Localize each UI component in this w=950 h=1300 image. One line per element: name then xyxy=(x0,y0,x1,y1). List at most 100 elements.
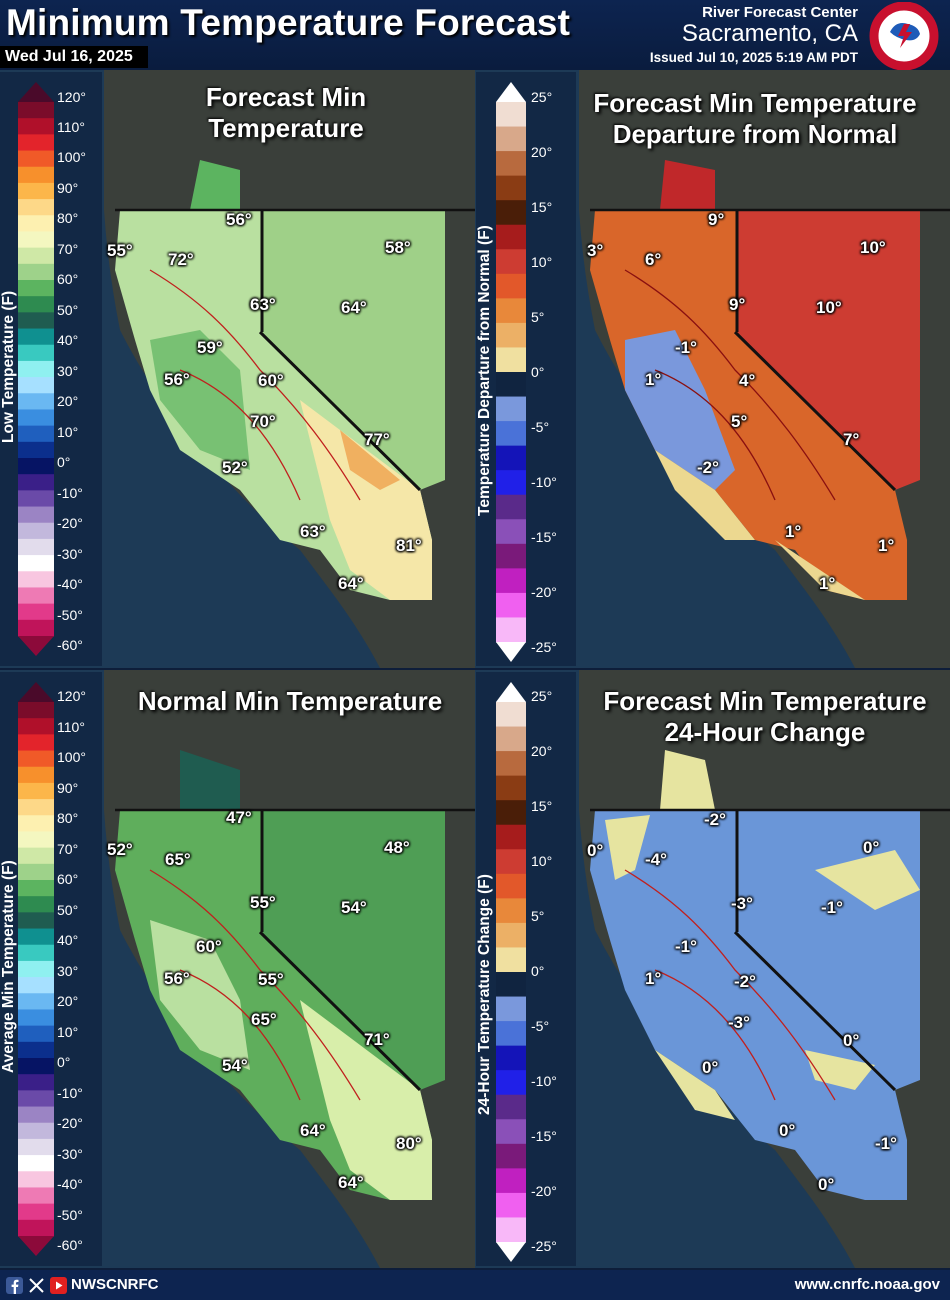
facebook-icon[interactable] xyxy=(6,1277,23,1294)
colorbar-band xyxy=(18,102,54,119)
panel-change-title: Forecast Min Temperature 24-Hour Change xyxy=(585,686,945,748)
legend-tick: -5° xyxy=(531,1018,550,1034)
legend-tick: 25° xyxy=(531,688,553,704)
colorbar-band xyxy=(496,175,526,201)
map-label: -2° xyxy=(734,972,756,991)
colorbar-band xyxy=(18,166,54,184)
colorbar-band xyxy=(496,543,526,569)
colorbar-band xyxy=(496,470,526,496)
colorbar-band xyxy=(18,312,54,330)
colorbar-band xyxy=(18,555,54,572)
youtube-icon[interactable] xyxy=(50,1277,67,1294)
map-label: 64° xyxy=(341,298,367,317)
colorbar-band xyxy=(18,118,54,135)
colorbar-band xyxy=(496,494,526,520)
map-label: 81° xyxy=(396,536,422,555)
colorbar-band xyxy=(18,944,54,962)
map-label: 56° xyxy=(226,210,252,229)
map-label: 1° xyxy=(878,536,895,555)
map-label: 65° xyxy=(165,850,191,869)
map-label: 55° xyxy=(107,241,133,260)
colorbar-band xyxy=(496,775,526,801)
page-title: Minimum Temperature Forecast xyxy=(6,2,571,43)
map-label: 80° xyxy=(396,1134,422,1153)
map-label: 0° xyxy=(843,1031,860,1050)
colorbar-band xyxy=(18,799,54,816)
panel-normal-title: Normal Min Temperature xyxy=(120,686,460,717)
legend-tick: 120° xyxy=(57,89,86,105)
colorbar-band xyxy=(18,603,54,621)
panel-departure-title: Forecast Min Temperature Departure from … xyxy=(575,88,935,150)
colorbar-band xyxy=(18,458,54,475)
colorbar-band xyxy=(496,1143,526,1169)
colorbar-band xyxy=(18,1025,54,1043)
legend-tick: 60° xyxy=(57,871,79,887)
colorbar-band xyxy=(18,993,54,1011)
map-label: 0° xyxy=(779,1121,796,1140)
legend-low-temp-colorbar xyxy=(18,82,54,656)
legend-tick: 0° xyxy=(531,364,545,380)
legend-tick: 20° xyxy=(57,393,79,409)
colorbar-band xyxy=(18,377,54,394)
legend-avg-temp-colorbar xyxy=(18,682,54,1256)
map-label: 4° xyxy=(739,371,756,390)
map-label: -3° xyxy=(731,894,753,913)
colorbar-band xyxy=(496,519,526,545)
colorbar-band xyxy=(18,490,54,508)
colorbar-band xyxy=(18,619,54,637)
legend-tick: 5° xyxy=(531,908,545,924)
legend-tick: 40° xyxy=(57,932,79,948)
colorbar-band xyxy=(496,617,526,643)
colorbar-band xyxy=(496,200,526,226)
colorbar-cap-top xyxy=(18,82,54,102)
panel-normal-title-line1: Normal Min Temperature xyxy=(137,686,443,716)
legend-tick: -20° xyxy=(57,1115,83,1131)
colorbar-band xyxy=(18,782,54,800)
colorbar-band xyxy=(18,441,54,459)
legend-tick: 15° xyxy=(531,199,553,215)
legend-tick: 10° xyxy=(531,254,553,270)
colorbar-band xyxy=(496,873,526,899)
colorbar-band xyxy=(496,726,526,752)
colorbar-band xyxy=(496,1070,526,1096)
legend-tick: 0° xyxy=(531,963,545,979)
map-label: 3° xyxy=(587,241,604,260)
colorbar-band xyxy=(18,702,54,719)
social-handle[interactable]: NWSCNRFC xyxy=(71,1276,159,1293)
legend-tick: 100° xyxy=(57,149,86,165)
map-label: 52° xyxy=(107,840,133,859)
colorbar-band xyxy=(496,102,526,128)
legend-tick: -20° xyxy=(57,515,83,531)
legend-tick: 110° xyxy=(57,119,85,135)
colorbar-band xyxy=(18,538,54,556)
map-label: 72° xyxy=(168,250,194,269)
colorbar-band xyxy=(18,847,54,865)
colorbar-band xyxy=(18,831,54,849)
colorbar-band xyxy=(18,150,54,168)
colorbar-band xyxy=(18,247,54,265)
colorbar-cap-bottom xyxy=(496,1242,526,1262)
panel-change-title-line2: 24-Hour Change xyxy=(664,717,866,747)
colorbar-band xyxy=(18,474,54,491)
website-link[interactable]: www.cnrfc.noaa.gov xyxy=(794,1276,940,1293)
colorbar-band xyxy=(496,1045,526,1071)
map-label: 1° xyxy=(785,522,802,541)
colorbar-band xyxy=(18,506,54,524)
colorbar-band xyxy=(18,1187,54,1205)
legend-tick: 30° xyxy=(57,963,79,979)
legend-tick: 110° xyxy=(57,719,85,735)
colorbar-band xyxy=(496,592,526,619)
colorbar-band xyxy=(496,800,526,826)
legend-tick: -10° xyxy=(531,474,557,490)
colorbar-band xyxy=(496,126,526,152)
footer: NWSCNRFC www.cnrfc.noaa.gov xyxy=(0,1270,950,1300)
legend-change-label: 24-Hour Temperature Change (F) xyxy=(476,874,493,1115)
legend-tick: 25° xyxy=(531,89,553,105)
legend-tick: 80° xyxy=(57,810,79,826)
legend-tick: -30° xyxy=(57,546,83,562)
x-icon[interactable] xyxy=(28,1277,45,1294)
colorbar-band xyxy=(496,151,526,177)
legend-tick: -40° xyxy=(57,1176,83,1192)
colorbar-band xyxy=(18,360,54,378)
map-label: 63° xyxy=(250,295,276,314)
